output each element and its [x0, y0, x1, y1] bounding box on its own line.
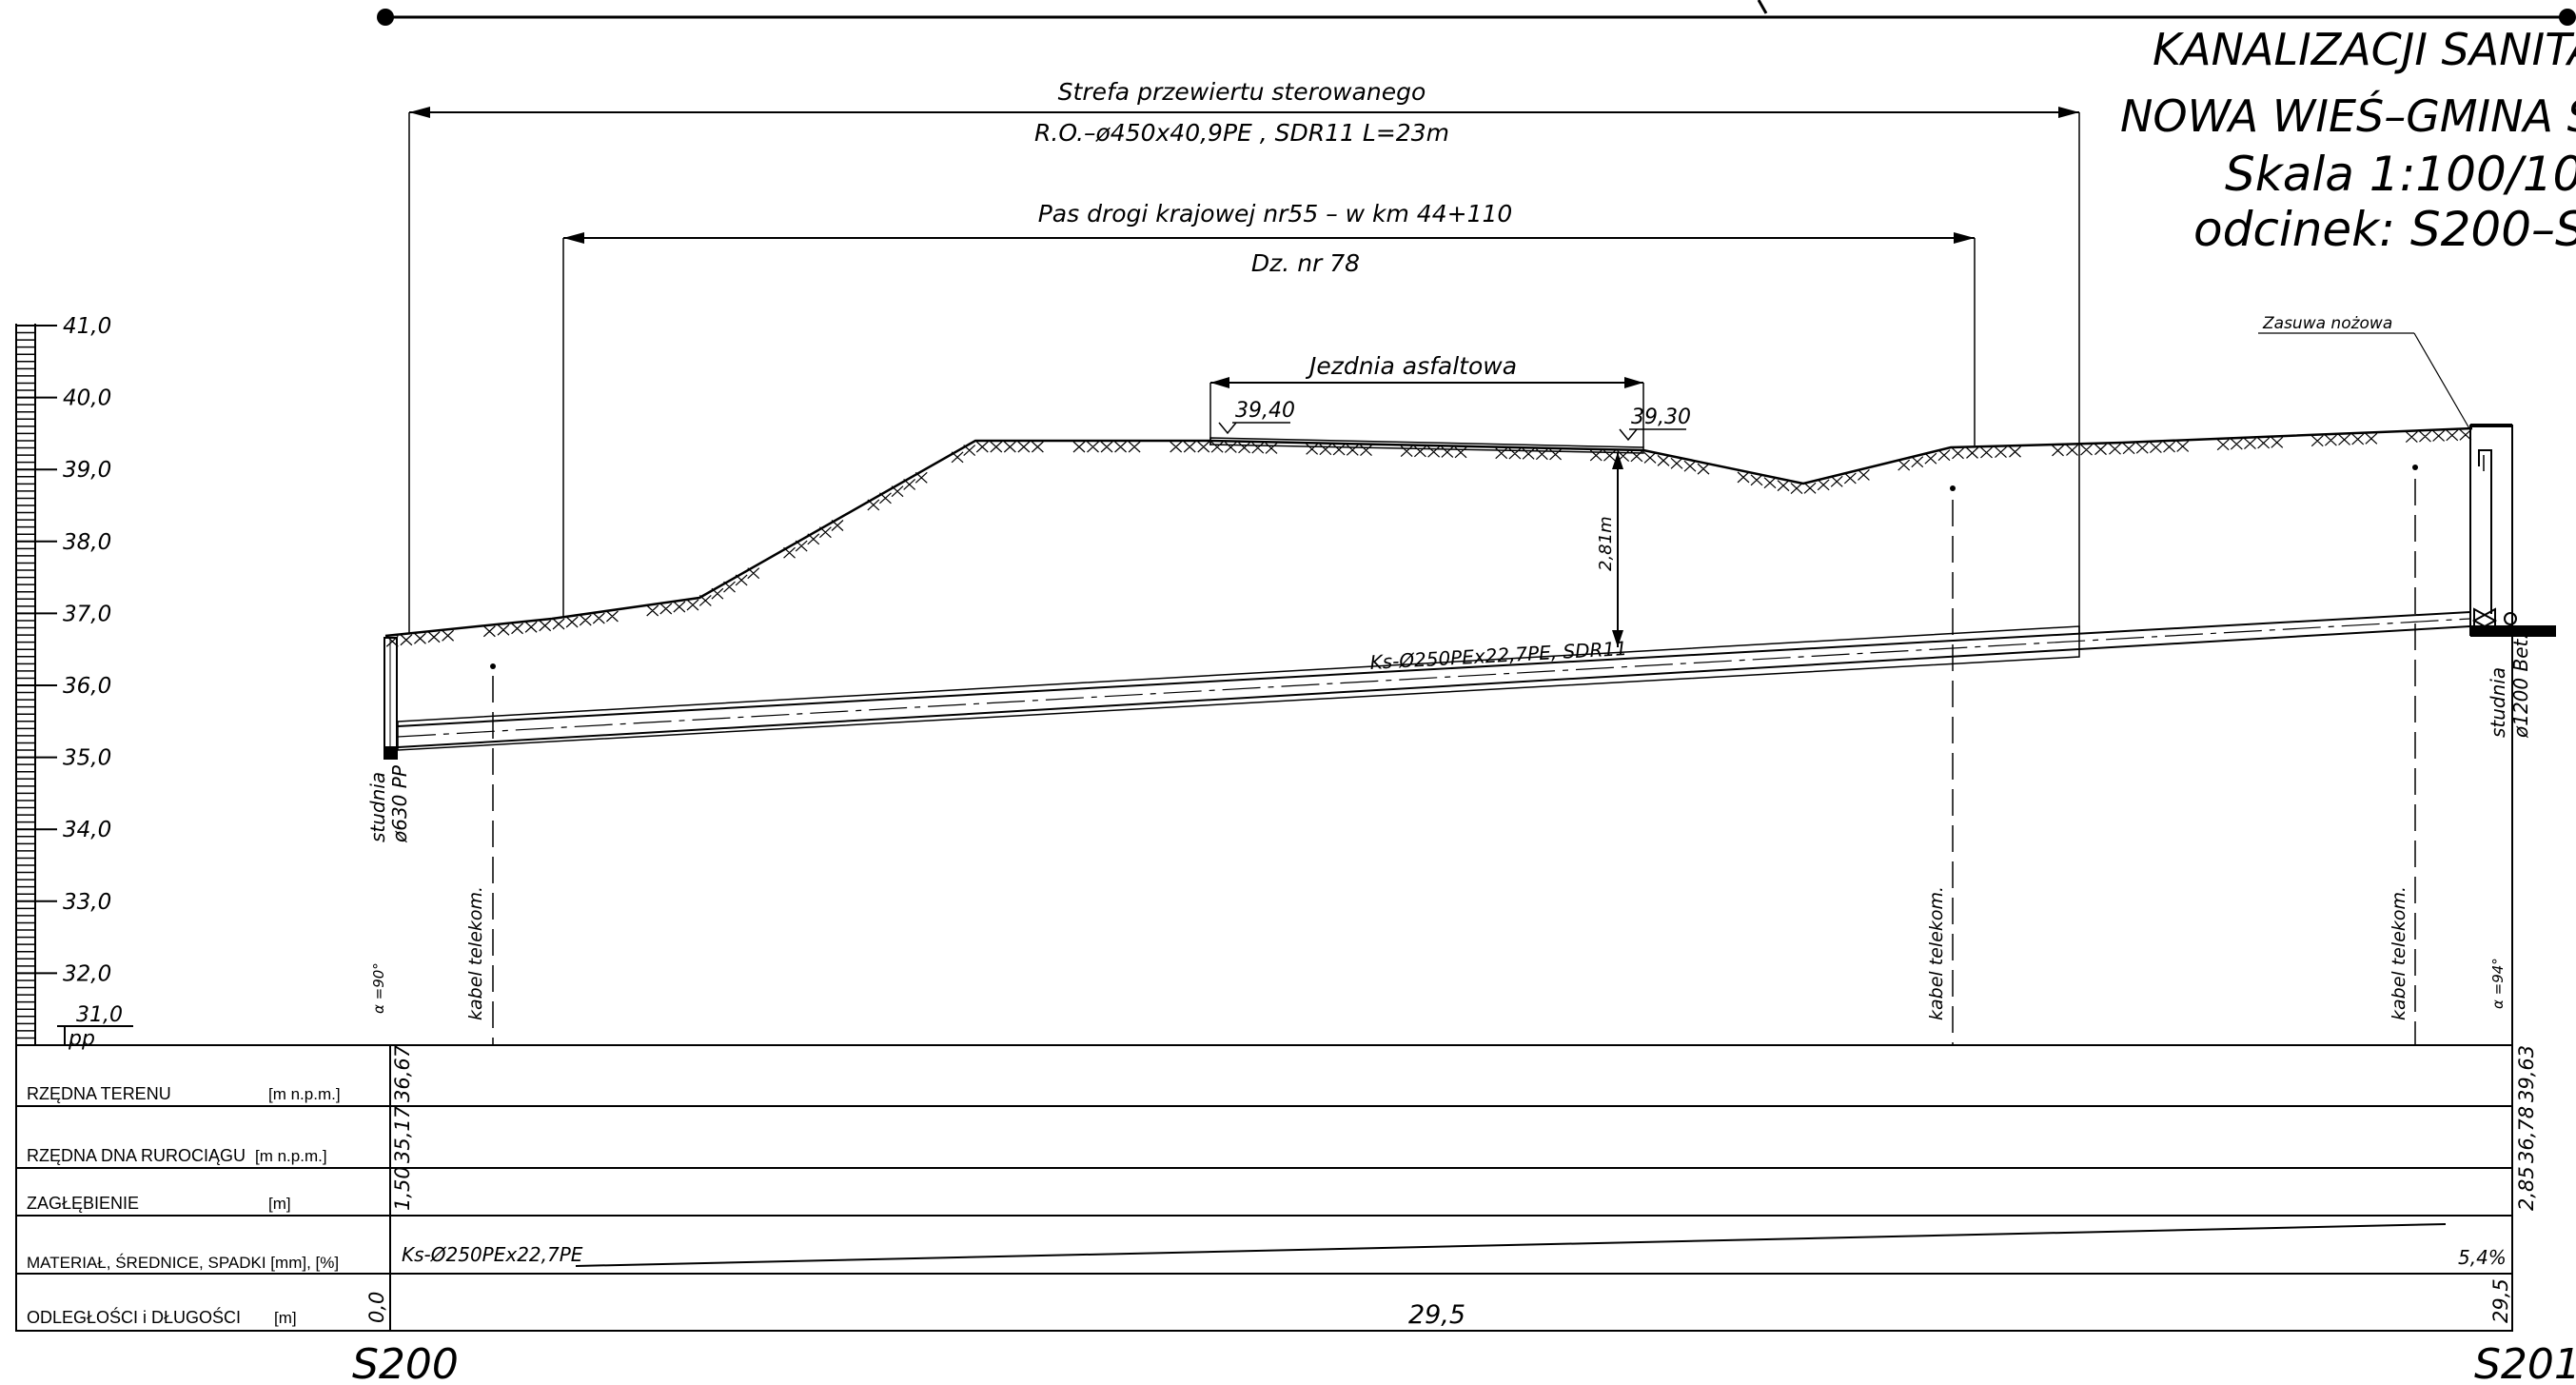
depth-start-value: 1,50: [391, 1166, 414, 1211]
road-strip-label: Pas drogi krajowej nr55 – w km 44+110: [1038, 200, 1513, 228]
row-label-pipe-bottom: RZĘDNA DNA RUROCIĄGU: [27, 1146, 246, 1165]
cable-label: kabel telekom.: [2389, 886, 2409, 1020]
well-right-spec: ø1200 Bet.: [2509, 633, 2532, 739]
cable-label: kabel telekom.: [465, 886, 486, 1020]
scale-tick-label: 35,0: [63, 746, 111, 771]
title-line-2: NOWA WIEŚ–GMINA SZ: [2120, 90, 2576, 142]
sewer-pipe: Ks-Ø250PEx22,7PE, SDR11: [397, 611, 2471, 748]
segment-length: 29,5: [1408, 1300, 1465, 1330]
scale-tick-label: 32,0: [63, 961, 111, 986]
scale-tick-label: 38,0: [63, 530, 111, 555]
casing-pipe: [397, 625, 2080, 751]
well-s200: studnia ø630 PP α =90°: [366, 637, 411, 1014]
row-label-material: MATERIAŁ, ŚREDNICE, SPADKI [mm], [%]: [27, 1254, 339, 1272]
title-block: KANALIZACJI SANITAR NOWA WIEŚ–GMINA SZ S…: [377, 0, 2576, 257]
scale-tick-label: 40,0: [63, 386, 111, 411]
row-unit-distance: [m]: [274, 1309, 297, 1327]
pipe-bottom-start-value: 35,17: [391, 1105, 414, 1163]
terrain-end-value: 39,63: [2515, 1045, 2538, 1102]
row-unit-pipe-bottom: [m n.p.m.]: [255, 1147, 327, 1165]
terrain-start-value: 36,67: [391, 1044, 414, 1102]
well-left-spec: ø630 PP: [388, 764, 411, 843]
road-strip-dimension: Pas drogi krajowej nr55 – w km 44+110 Dz…: [562, 200, 1976, 617]
cable-label: kabel telekom.: [1926, 886, 1947, 1020]
slope-value: 5,4%: [2458, 1246, 2507, 1269]
level-left: 39,40: [1235, 399, 1295, 423]
asphalt-dimension: Jezdnia asfaltowa 39,40 39,30: [1209, 352, 1691, 447]
drill-zone-dimension: Strefa przewiertu sterowanego R.O.–ø450x…: [408, 78, 2080, 633]
scale-tick-label: 41,0: [63, 314, 111, 339]
well-right-name: studnia: [2487, 667, 2509, 738]
scale-tick-label: 36,0: [63, 674, 111, 699]
drill-zone-title: Strefa przewiertu sterowanego: [1058, 78, 1426, 106]
row-label-terrain: RZĘDNA TERENU: [27, 1084, 171, 1103]
title-line-3: Skala 1:100/100: [2225, 147, 2576, 202]
plot-label: Dz. nr 78: [1251, 249, 1360, 277]
scale-tick-label: 34,0: [63, 818, 111, 842]
valve-label: Zasuwa nożowa: [2262, 314, 2392, 333]
profile-table: RZĘDNA TERENU [m n.p.m.] RZĘDNA DNA RURO…: [15, 1044, 2538, 1332]
title-line-4: odcinek: S200–S2: [2193, 202, 2576, 257]
pipe-label: Ks-Ø250PEx22,7PE, SDR11: [1369, 637, 1628, 674]
distance-end-value: 29,5: [2489, 1278, 2512, 1323]
terrain-line: [384, 426, 2473, 647]
telecom-cable-3: kabel telekom.: [2389, 465, 2418, 1045]
row-unit-depth: [m]: [268, 1195, 291, 1213]
distance-start-value: 0,0: [365, 1292, 388, 1323]
station-end: S201: [2474, 1340, 2576, 1385]
angle-right: α =94°: [2489, 958, 2507, 1009]
depth-label: 2,81m: [1596, 516, 1616, 571]
depth-end-value: 2,85: [2515, 1166, 2538, 1211]
level-right: 39,30: [1631, 406, 1691, 429]
well-left-name: studnia: [366, 772, 389, 842]
asphalt-label: Jezdnia asfaltowa: [1305, 352, 1517, 380]
telecom-cable-2: kabel telekom.: [1926, 485, 1956, 1045]
scale-tick-label: 37,0: [63, 602, 111, 626]
angle-left: α =90°: [370, 962, 387, 1014]
depth-dimension: 2,81m: [1596, 452, 1623, 647]
title-line-1: KANALIZACJI SANITAR: [2153, 24, 2576, 75]
datum-label: pp: [68, 1027, 95, 1051]
scale-tick-label: 39,0: [63, 458, 111, 483]
station-start: S200: [352, 1340, 459, 1385]
scale-tick-label: 33,0: [63, 890, 111, 915]
row-label-depth: ZAGŁĘBIENIE: [27, 1194, 139, 1213]
telecom-cable-1: kabel telekom.: [465, 663, 496, 1045]
row-unit-terrain: [m n.p.m.]: [268, 1085, 341, 1103]
row-label-distance: ODLEGŁOŚCI i DŁUGOŚCI: [27, 1307, 241, 1327]
material-spec: Ks-Ø250PEx22,7PE: [402, 1243, 583, 1266]
drill-zone-spec: R.O.–ø450x40,9PE , SDR11 L=23m: [1034, 119, 1449, 147]
datum-value: 31,0: [76, 1003, 123, 1027]
pipe-bottom-end-value: 36,78: [2515, 1106, 2538, 1163]
elevation-scale: 41,0 40,0 39,0 38,0 37,0 36,0 35,0 34,0 33,0 32,0…: [15, 314, 133, 1051]
asphalt-road-surface: [1209, 437, 1644, 454]
